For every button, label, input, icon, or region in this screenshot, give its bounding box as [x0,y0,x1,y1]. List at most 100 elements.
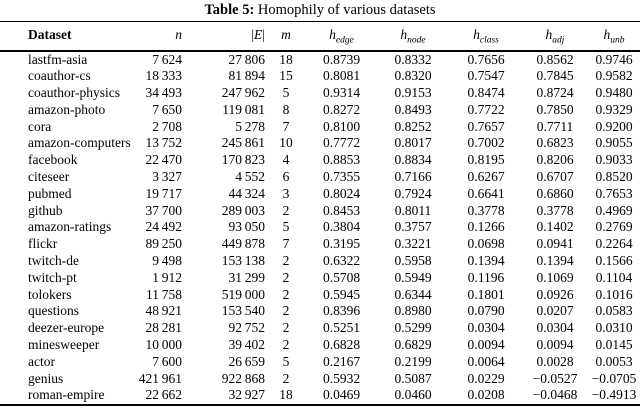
cell-m: 5 [282,219,290,235]
cell-h_unb: 0.2264 [595,236,633,252]
cell-h_node: 0.6829 [394,337,432,353]
cell-h_node: 0.2199 [394,353,432,369]
cell-m: 5 [282,353,290,369]
table-row: coauthor-cs 18 333 81 894 15 0.8081 0.8320 0.7… [0,68,640,85]
dataset-name: pubmed [28,185,72,201]
table-caption-label: Table 5: [204,2,255,18]
cell-h_edge: 0.8396 [322,303,361,319]
cell-E: 93 050 [228,219,265,235]
cell-E: 119 081 [222,101,265,117]
cell-h_edge: 0.3804 [322,219,361,235]
cell-m: 4 [282,152,290,168]
table-row: twitch-pt 1 912 31 299 2 0.5708 0.5949 0.1196 0… [0,270,640,287]
column-header-subscript: node [407,36,426,47]
cell-m: 8 [282,101,290,117]
cell-n: 9 498 [152,253,182,269]
table-caption-text: Homophily of various datasets [254,2,436,18]
table-row: coauthor-physics 34 493 247 962 5 0.9314 0.91… [0,85,640,102]
table-row: citeseer 3 327 4 552 6 0.7355 0.7166 0.6267 0.6… [0,169,640,186]
cell-m: 6 [282,169,290,185]
cell-h_unb: 0.1016 [595,286,633,302]
cell-E: 81 894 [228,68,265,84]
dataset-name: deezer-europe [28,320,105,336]
cell-h_unb: 0.0053 [595,353,633,369]
cell-h_node: 0.5299 [394,320,432,336]
cell-h_edge: 0.5945 [322,286,361,302]
cell-m: 18 [279,51,293,67]
cell-h_class: 0.0208 [467,387,505,403]
cell-h_class: 0.0790 [467,303,505,319]
cell-h_node: 0.5949 [394,269,432,285]
cell-h_node: 0.8252 [394,118,432,134]
cell-h_edge: 0.8100 [322,118,361,134]
cell-h_class: 0.1801 [467,286,505,302]
cell-n: 37 700 [145,202,182,218]
cell-h_edge: 0.5932 [322,370,361,386]
cell-E: 39 402 [228,337,265,353]
cell-h_node: 0.8980 [394,303,432,319]
cell-h_node: 0.5958 [394,253,432,269]
column-header-h_node: hnode [376,21,450,52]
cell-h_adj: 0.6707 [536,169,574,185]
cell-h_unb: 0.9582 [595,68,633,84]
cell-m: 15 [279,68,293,84]
cell-h_node: 0.3221 [394,236,432,252]
table-row: tolokers 11 758 519 000 2 0.5945 0.6344 0.1801… [0,287,640,304]
cell-h_unb: 0.4969 [595,202,633,218]
dataset-name: coauthor-physics [28,85,120,101]
cell-h_edge: 0.2167 [322,353,361,369]
cell-h_unb: 0.1104 [595,269,633,285]
cell-h_unb: 0.7653 [595,185,633,201]
table-row: pubmed 19 717 44 324 3 0.8024 0.7924 0.6641 0.6… [0,186,640,203]
cell-h_adj: 0.0094 [536,337,574,353]
dataset-name: coauthor-cs [28,68,91,84]
dataset-name: lastfm-asia [28,51,88,67]
cell-h_adj: 0.0304 [536,320,574,336]
cell-h_node: 0.5087 [394,370,432,386]
cell-E: 92 752 [228,320,265,336]
cell-h_class: 0.0064 [467,353,505,369]
cell-m: 2 [282,286,290,302]
cell-E: 4 552 [235,169,265,185]
cell-E: 170 823 [221,152,265,168]
cell-h_class: 0.7656 [467,51,505,67]
dataset-name: flickr [28,236,58,252]
cell-h_adj: 0.0207 [536,303,574,319]
cell-m: 5 [282,85,290,101]
cell-h_node: 0.7924 [394,185,432,201]
dataset-name: twitch-pt [28,269,77,285]
cell-n: 28 281 [145,320,182,336]
cell-n: 3 327 [152,169,182,185]
cell-h_unb: 0.9480 [595,85,633,101]
dataset-name: cora [28,118,52,134]
cell-h_node: 0.8834 [394,152,432,168]
cell-h_adj: −0.0527 [532,370,578,386]
cell-h_unb: 0.0145 [595,337,633,353]
header-row: Dataset n |E| m hedge hnode hclass hadj hunb [0,21,640,52]
cell-h_adj: 0.6823 [536,135,574,151]
dataset-name: questions [28,303,80,319]
cell-h_unb: 0.9033 [595,152,633,168]
cell-E: 289 003 [221,202,265,218]
column-header-subscript: adj [552,36,565,47]
cell-E: 31 299 [228,269,265,285]
cell-m: 2 [282,303,290,319]
cell-h_edge: 0.3195 [322,236,361,252]
cell-h_node: 0.7166 [394,169,432,185]
table-row: amazon-computers 13 752 245 861 10 0.7772 0.8… [0,135,640,152]
dataset-name: twitch-de [28,253,79,269]
table-caption: Table 5: Homophily of various datasets [0,0,640,20]
cell-n: 7 600 [152,353,182,369]
cell-E: 247 962 [221,85,265,101]
cell-m: 7 [282,118,290,134]
cell-m: 18 [279,387,293,403]
cell-E: 26 659 [228,353,265,369]
cell-m: 2 [282,337,290,353]
homophily-table: Dataset n |E| m hedge hnode hclass hadj hunb las… [0,21,640,407]
cell-h_unb: 0.9329 [595,101,633,117]
cell-h_adj: 0.1069 [536,269,574,285]
table-body: lastfm-asia 7 624 27 806 18 0.8739 0.8332 0.76… [0,51,640,406]
dataset-name: facebook [28,152,78,168]
cell-h_adj: 0.1402 [536,219,574,235]
cell-E: 27 806 [228,51,265,67]
